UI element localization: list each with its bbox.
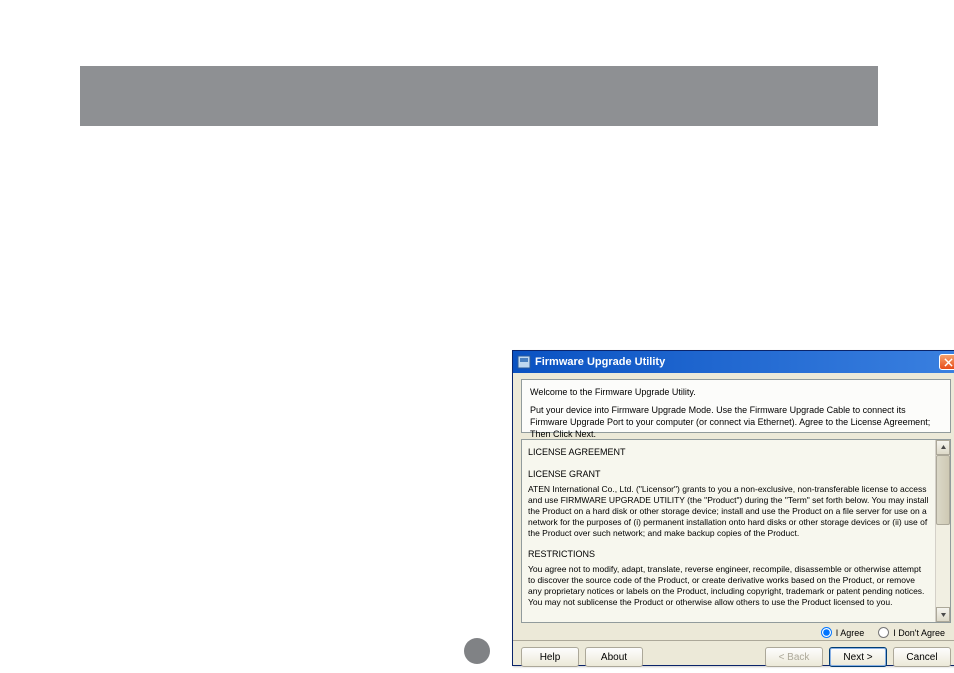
license-agreement-heading: LICENSE AGREEMENT — [528, 446, 929, 458]
next-button[interactable]: Next > — [829, 647, 887, 667]
agreement-radio-group: I Agree I Don't Agree — [521, 623, 951, 640]
license-grant-heading: LICENSE GRANT — [528, 468, 929, 480]
button-row: Help About < Back Next > Cancel — [513, 640, 954, 673]
scroll-down-button[interactable] — [936, 607, 950, 622]
back-button: < Back — [765, 647, 823, 667]
dont-agree-label: I Don't Agree — [893, 628, 945, 638]
cancel-button[interactable]: Cancel — [893, 647, 951, 667]
dialog-body: Welcome to the Firmware Upgrade Utility.… — [513, 373, 954, 640]
titlebar[interactable]: Firmware Upgrade Utility — [513, 351, 954, 373]
intro-box: Welcome to the Firmware Upgrade Utility.… — [521, 379, 951, 433]
page-circle — [464, 638, 490, 664]
gray-banner — [80, 66, 878, 126]
button-spacer — [649, 647, 759, 667]
scroll-track[interactable] — [936, 455, 950, 607]
dont-agree-radio[interactable] — [878, 627, 889, 638]
license-content: LICENSE AGREEMENT LICENSE GRANT ATEN Int… — [522, 440, 935, 622]
restrictions-text: You agree not to modify, adapt, translat… — [528, 564, 929, 608]
license-box: LICENSE AGREEMENT LICENSE GRANT ATEN Int… — [521, 439, 951, 623]
license-scrollbar[interactable] — [935, 440, 950, 622]
about-button[interactable]: About — [585, 647, 643, 667]
titlebar-text: Firmware Upgrade Utility — [535, 356, 939, 368]
license-grant-text: ATEN International Co., Ltd. ("Licensor"… — [528, 484, 929, 539]
agree-radio[interactable] — [821, 627, 832, 638]
scroll-up-button[interactable] — [936, 440, 950, 455]
help-button[interactable]: Help — [521, 647, 579, 667]
close-button[interactable] — [939, 354, 954, 370]
app-icon — [517, 355, 531, 369]
intro-welcome: Welcome to the Firmware Upgrade Utility. — [530, 386, 942, 398]
intro-instructions: Put your device into Firmware Upgrade Mo… — [530, 404, 942, 440]
firmware-upgrade-dialog: Firmware Upgrade Utility Welcome to the … — [512, 350, 954, 666]
agree-label: I Agree — [836, 628, 865, 638]
dont-agree-radio-item[interactable]: I Don't Agree — [878, 627, 945, 638]
restrictions-heading: RESTRICTIONS — [528, 548, 929, 560]
agree-radio-item[interactable]: I Agree — [821, 627, 865, 638]
scroll-thumb[interactable] — [936, 455, 950, 525]
